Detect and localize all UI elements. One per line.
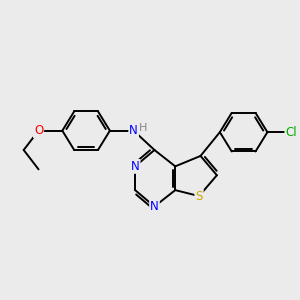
Text: N: N xyxy=(131,160,140,173)
Text: Cl: Cl xyxy=(285,126,297,139)
Text: N: N xyxy=(129,124,138,137)
Text: S: S xyxy=(195,190,203,202)
Text: N: N xyxy=(150,200,159,213)
Text: H: H xyxy=(139,123,147,133)
Text: O: O xyxy=(34,124,43,137)
